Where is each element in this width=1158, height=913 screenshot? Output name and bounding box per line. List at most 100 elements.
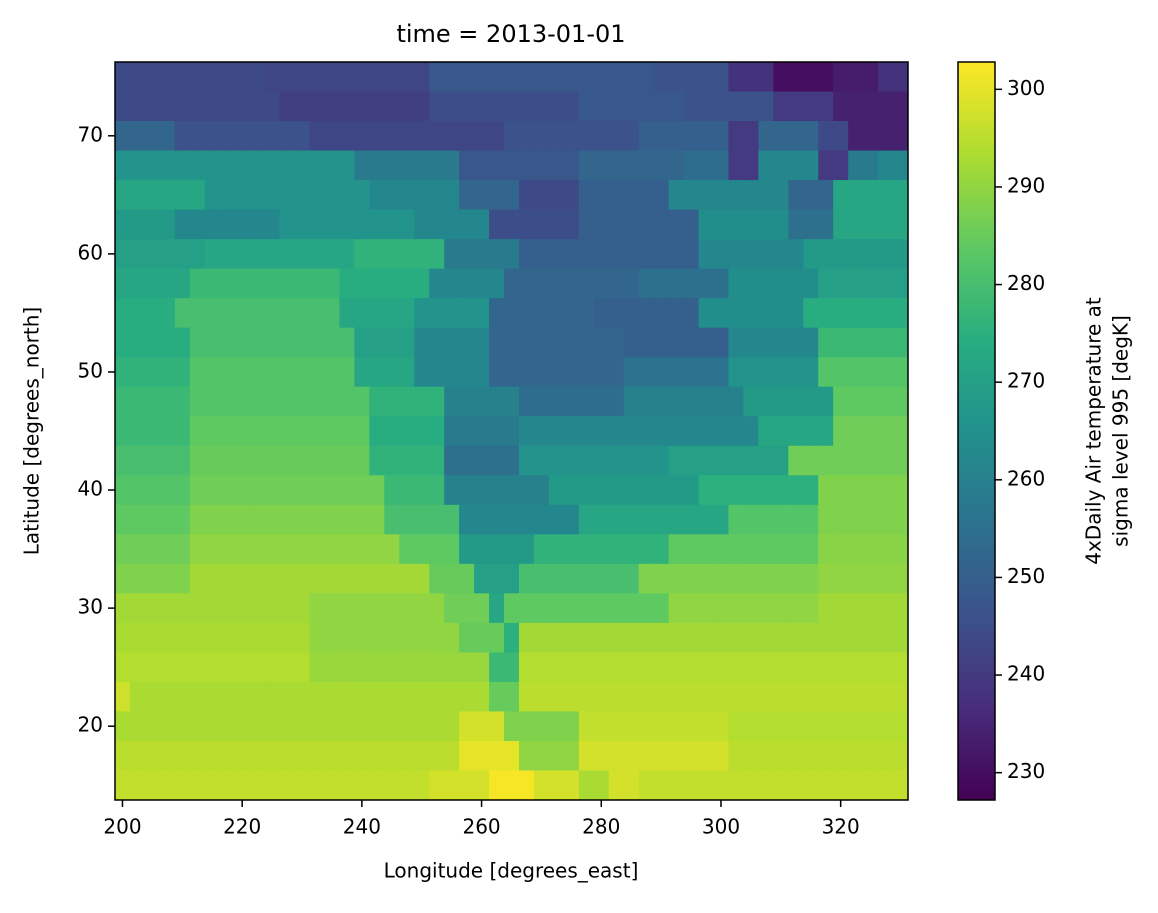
x-tick-label: 260	[462, 815, 500, 839]
heatmap-cell	[174, 91, 191, 122]
heatmap-cell	[848, 239, 864, 270]
heatmap-cell	[474, 416, 490, 447]
heatmap-cell	[144, 298, 161, 329]
heatmap-cell	[309, 62, 325, 93]
heatmap-cell	[878, 563, 894, 594]
heatmap-cell	[174, 740, 191, 771]
heatmap-cell	[848, 180, 864, 211]
heatmap-cell	[249, 209, 266, 240]
heatmap-cell	[264, 180, 281, 211]
heatmap-cell	[324, 62, 340, 93]
heatmap-cell	[728, 62, 744, 93]
heatmap-cell	[354, 681, 370, 712]
heatmap-cell	[638, 416, 655, 447]
heatmap-cell	[578, 121, 595, 152]
heatmap-cell	[563, 475, 580, 506]
heatmap-cell	[533, 298, 550, 329]
x-tick-label: 200	[103, 815, 141, 839]
heatmap-cell	[638, 121, 655, 152]
heatmap-cell	[234, 298, 251, 329]
heatmap-cell	[234, 327, 251, 358]
heatmap-cell	[593, 268, 610, 299]
heatmap-cell	[848, 681, 864, 712]
heatmap-cell	[728, 622, 744, 653]
heatmap-cell	[713, 740, 729, 771]
heatmap-cell	[638, 150, 655, 181]
heatmap-cell	[144, 652, 161, 683]
heatmap-cell	[848, 652, 864, 683]
y-tick-label: 60	[78, 240, 103, 264]
heatmap-cell	[803, 209, 819, 240]
heatmap-cell	[384, 150, 400, 181]
heatmap-cell	[578, 268, 595, 299]
heatmap-cell	[189, 681, 206, 712]
heatmap-cell	[264, 475, 281, 506]
heatmap-cell	[608, 593, 625, 624]
heatmap-cell	[234, 91, 251, 122]
heatmap-cell	[563, 121, 580, 152]
heatmap-cell	[713, 622, 729, 653]
heatmap-cell	[489, 475, 505, 506]
heatmap-cell	[369, 209, 385, 240]
heatmap-cell	[533, 711, 550, 742]
heatmap-cell	[294, 121, 311, 152]
heatmap-cell	[294, 770, 311, 801]
heatmap-cell	[743, 357, 759, 388]
heatmap-cell	[399, 180, 415, 211]
heatmap-cell	[608, 180, 625, 211]
heatmap-cell	[668, 121, 685, 152]
heatmap-cell	[474, 298, 490, 329]
heatmap-cell	[803, 298, 819, 329]
heatmap-cell	[444, 91, 460, 122]
heatmap-cell	[608, 209, 625, 240]
heatmap-cell	[144, 327, 161, 358]
heatmap-cell	[518, 180, 535, 211]
heatmap-cell	[504, 150, 520, 181]
heatmap-cell	[593, 209, 610, 240]
heatmap-cell	[668, 534, 685, 565]
heatmap-cell	[339, 298, 355, 329]
heatmap-cell	[129, 62, 146, 93]
heatmap-cell	[878, 91, 894, 122]
heatmap-cell	[444, 475, 460, 506]
heatmap-cell	[818, 475, 834, 506]
heatmap-cell	[399, 563, 415, 594]
heatmap-cell	[623, 121, 640, 152]
heatmap-cell	[159, 711, 176, 742]
heatmap-cell	[504, 180, 520, 211]
heatmap-cell	[803, 770, 819, 801]
heatmap-cell	[833, 770, 849, 801]
heatmap-cell	[354, 239, 370, 270]
heatmap-cell	[249, 563, 266, 594]
heatmap-cell	[249, 150, 266, 181]
heatmap-cell	[414, 740, 430, 771]
heatmap-cell	[728, 504, 744, 535]
heatmap-cell	[489, 593, 505, 624]
heatmap-cell	[189, 91, 206, 122]
heatmap-cell	[489, 209, 505, 240]
heatmap-cell	[489, 62, 505, 93]
heatmap-cell	[279, 475, 296, 506]
heatmap-cell	[698, 121, 714, 152]
heatmap-cell	[608, 475, 625, 506]
heatmap-cell	[234, 681, 251, 712]
heatmap-cell	[279, 268, 296, 299]
heatmap-cell	[504, 504, 520, 535]
heatmap-cell	[653, 504, 670, 535]
heatmap-cell	[833, 327, 849, 358]
heatmap-cell	[444, 327, 460, 358]
heatmap-cell	[578, 357, 595, 388]
heatmap-cell	[444, 622, 460, 653]
heatmap-cell	[638, 475, 655, 506]
heatmap-cell	[608, 681, 625, 712]
heatmap-cell	[399, 416, 415, 447]
heatmap-cell	[623, 504, 640, 535]
heatmap-cell	[144, 593, 161, 624]
heatmap-cell	[264, 239, 281, 270]
heatmap-cell	[713, 445, 729, 476]
heatmap-cell	[578, 534, 595, 565]
heatmap-cell	[758, 298, 774, 329]
heatmap-cell	[833, 475, 849, 506]
heatmap-cell	[683, 180, 700, 211]
heatmap-cell	[414, 475, 430, 506]
